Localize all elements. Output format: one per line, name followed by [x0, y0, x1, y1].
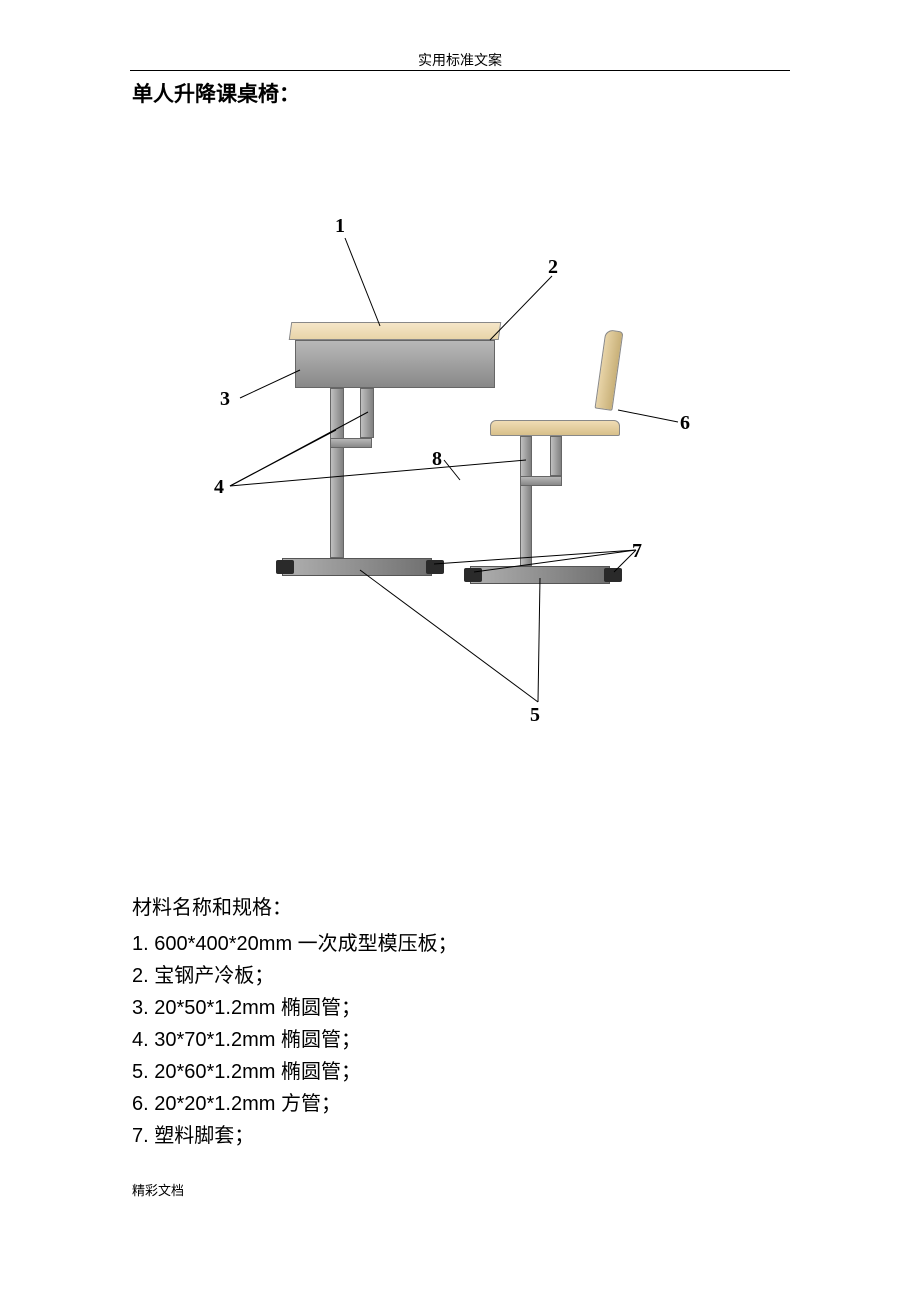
- spec-item: 1. 600*400*20mm 一次成型模压板；: [132, 928, 458, 960]
- chair-seat: [490, 420, 620, 436]
- chair-foot: [470, 566, 610, 584]
- callout-6: 6: [680, 412, 690, 435]
- header-rule: [130, 70, 790, 71]
- page-title: 单人升降课桌椅：: [132, 78, 300, 108]
- chair-crossbar: [520, 476, 562, 486]
- foot-cap: [426, 560, 444, 574]
- callout-8: 8: [432, 448, 442, 471]
- spec-item: 3. 20*50*1.2mm 椭圆管；: [132, 992, 458, 1024]
- spec-title: 材料名称和规格：: [132, 892, 458, 924]
- spec-item: 4. 30*70*1.2mm 椭圆管；: [132, 1024, 458, 1056]
- desk-crossbar: [330, 438, 372, 448]
- chair-leg: [520, 436, 532, 566]
- page-footer: 精彩文档: [132, 1180, 184, 1199]
- page-header: 实用标准文案: [418, 50, 502, 70]
- spec-item: 5. 20*60*1.2mm 椭圆管；: [132, 1056, 458, 1088]
- chair-back: [595, 329, 624, 411]
- foot-cap: [464, 568, 482, 582]
- spec-section: 材料名称和规格： 1. 600*400*20mm 一次成型模压板； 2. 宝钢产…: [132, 892, 458, 1152]
- callout-lines: [200, 180, 720, 740]
- chair-leg: [550, 436, 562, 476]
- callout-4: 4: [214, 476, 224, 499]
- desk-top: [289, 322, 502, 340]
- spec-item: 2. 宝钢产冷板；: [132, 960, 458, 992]
- callout-5: 5: [530, 704, 540, 727]
- spec-item: 7. 塑料脚套；: [132, 1120, 458, 1152]
- callout-2: 2: [548, 256, 558, 279]
- desk-foot: [282, 558, 432, 576]
- desk-storage-box: [295, 340, 495, 388]
- desk-leg: [360, 388, 374, 438]
- callout-7: 7: [632, 540, 642, 563]
- foot-cap: [604, 568, 622, 582]
- spec-item: 6. 20*20*1.2mm 方管；: [132, 1088, 458, 1120]
- callout-1: 1: [335, 215, 345, 238]
- desk-leg: [330, 388, 344, 558]
- foot-cap: [276, 560, 294, 574]
- desk-chair-diagram: 1 2 3 4 5 6 7 8: [200, 180, 720, 740]
- callout-3: 3: [220, 388, 230, 411]
